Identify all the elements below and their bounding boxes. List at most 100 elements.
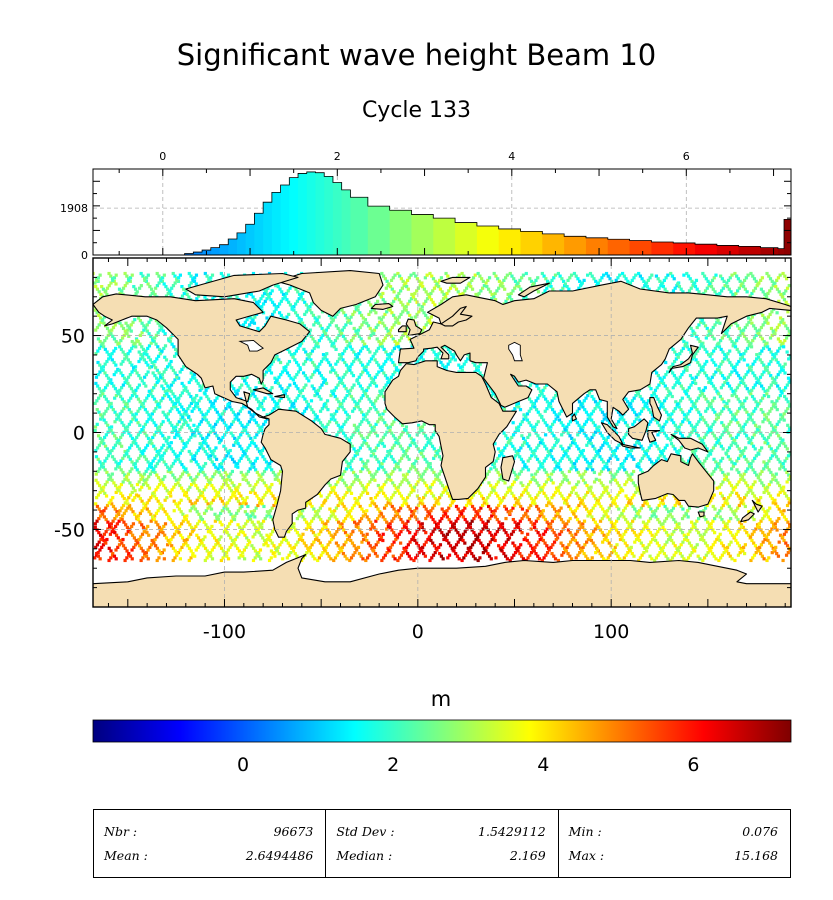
swh-sample — [504, 276, 508, 280]
swh-sample — [425, 490, 429, 495]
swh-sample — [173, 347, 178, 352]
swh-sample — [520, 507, 525, 511]
swh-sample — [278, 384, 282, 388]
swh-sample — [188, 418, 193, 422]
swh-sample — [272, 503, 276, 508]
swh-sample — [382, 468, 386, 472]
swh-sample — [233, 441, 238, 445]
swh-sample — [401, 551, 405, 555]
swh-sample — [384, 359, 388, 364]
swh-sample — [393, 370, 397, 374]
swh-sample — [440, 299, 444, 303]
swh-sample — [414, 482, 418, 487]
swh-sample — [530, 473, 534, 477]
swh-sample — [568, 457, 572, 461]
swh-sample — [465, 520, 469, 524]
swh-sample — [406, 528, 410, 532]
swh-sample — [396, 438, 400, 442]
swh-sample — [284, 291, 289, 296]
swh-sample — [153, 292, 157, 297]
swh-sample — [256, 447, 260, 451]
swh-sample — [350, 506, 355, 510]
swh-sample — [417, 520, 421, 524]
swh-sample — [394, 464, 398, 468]
swh-sample — [301, 394, 305, 399]
swh-sample — [295, 516, 299, 521]
swh-sample — [359, 337, 363, 341]
swh-sample — [377, 413, 382, 417]
chart-subtitle: Cycle 133 — [361, 98, 472, 123]
swh-sample — [356, 498, 360, 502]
swh-sample — [413, 442, 417, 446]
swh-sample — [399, 494, 403, 498]
swh-sample — [263, 396, 267, 400]
swh-sample — [471, 360, 475, 365]
swh-sample — [489, 467, 493, 471]
swh-sample — [389, 496, 394, 500]
swh-sample — [267, 535, 271, 539]
swh-sample — [376, 443, 380, 447]
swh-sample — [641, 544, 645, 548]
swh-sample — [146, 524, 150, 529]
swh-sample — [554, 533, 558, 537]
swh-sample — [260, 478, 265, 482]
swh-sample — [344, 507, 348, 511]
swh-sample — [392, 443, 396, 447]
swh-sample — [354, 402, 359, 406]
swh-sample — [361, 436, 365, 441]
swh-sample — [392, 420, 396, 424]
swh-sample — [515, 451, 520, 455]
swh-sample — [156, 485, 160, 489]
swh-sample — [315, 319, 319, 323]
swh-sample — [511, 541, 515, 545]
swh-sample — [320, 383, 324, 387]
swh-sample — [552, 531, 556, 535]
swh-sample — [358, 431, 362, 435]
swh-sample — [337, 551, 341, 555]
swh-sample — [249, 393, 253, 398]
swh-sample — [334, 347, 338, 352]
swh-sample — [399, 517, 403, 522]
swh-sample — [362, 486, 366, 490]
swh-sample — [439, 493, 444, 497]
swh-sample — [297, 393, 301, 398]
swh-sample — [346, 537, 350, 542]
swh-sample — [377, 417, 382, 421]
swh-sample — [332, 368, 336, 372]
swh-sample — [262, 543, 266, 547]
swh-sample — [486, 496, 490, 500]
swh-sample — [424, 290, 428, 294]
swh-sample — [415, 541, 419, 545]
chart-title: Significant wave height Beam 10 — [176, 38, 657, 72]
swh-sample — [561, 544, 565, 548]
swh-sample — [456, 516, 460, 521]
swh-sample — [372, 405, 376, 409]
swh-sample — [268, 509, 273, 513]
swh-sample — [108, 532, 113, 536]
swh-sample — [422, 287, 427, 291]
swh-sample — [314, 389, 318, 393]
swh-sample — [332, 558, 336, 563]
swh-sample — [226, 426, 230, 430]
swh-sample — [290, 305, 294, 310]
swh-sample — [233, 436, 237, 441]
swh-sample — [206, 444, 210, 448]
swh-sample — [171, 368, 176, 372]
swh-sample — [341, 375, 345, 379]
swh-sample — [468, 522, 473, 526]
swh-sample — [408, 531, 412, 535]
swh-sample — [589, 465, 593, 469]
swh-sample — [329, 557, 333, 561]
histogram-bar — [455, 222, 478, 255]
swh-sample — [457, 273, 461, 277]
swh-sample — [251, 558, 256, 563]
swh-sample — [616, 531, 620, 535]
swh-sample — [246, 469, 251, 474]
swh-sample — [364, 465, 368, 469]
swh-sample — [569, 273, 574, 277]
swh-sample — [293, 352, 297, 356]
swh-sample — [534, 422, 539, 426]
swh-sample — [389, 334, 394, 338]
swh-sample — [553, 273, 558, 277]
swh-sample — [147, 475, 151, 479]
